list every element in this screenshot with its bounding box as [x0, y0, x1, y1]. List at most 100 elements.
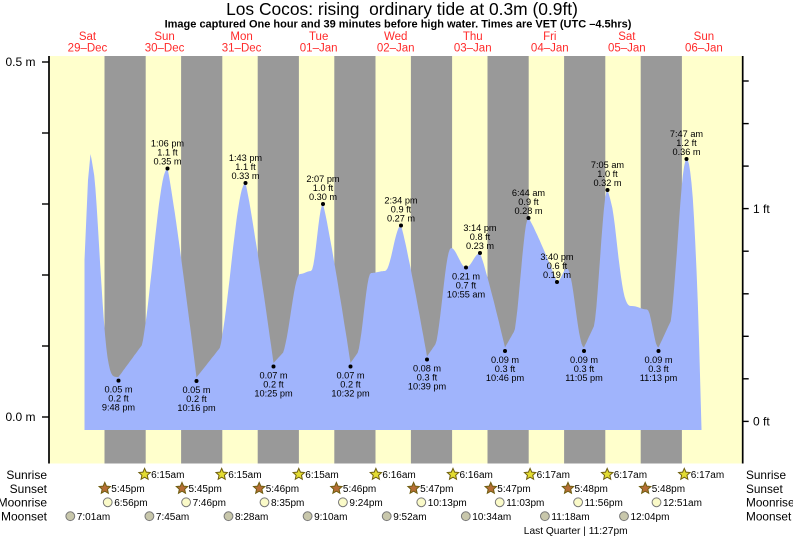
svg-text:0.27 m: 0.27 m: [387, 213, 415, 223]
svg-text:0.2 ft: 0.2 ft: [186, 394, 207, 404]
svg-text:12:51am: 12:51am: [663, 498, 702, 509]
svg-text:31–Dec: 31–Dec: [222, 43, 262, 55]
svg-text:10:34am: 10:34am: [472, 512, 511, 523]
svg-text:Sunset: Sunset: [746, 482, 783, 496]
svg-text:5:48pm: 5:48pm: [575, 484, 608, 495]
svg-text:Sun: Sun: [154, 31, 174, 43]
svg-text:0.28 m: 0.28 m: [514, 206, 542, 216]
svg-text:8:28am: 8:28am: [235, 512, 268, 523]
svg-text:0.3 ft: 0.3 ft: [417, 373, 438, 383]
svg-text:1 ft: 1 ft: [753, 202, 770, 216]
svg-text:10:39 pm: 10:39 pm: [408, 382, 447, 392]
svg-text:10:16 pm: 10:16 pm: [177, 403, 216, 413]
svg-text:0.09 m: 0.09 m: [491, 355, 519, 365]
svg-text:Thu: Thu: [463, 31, 483, 43]
svg-text:0 ft: 0 ft: [753, 415, 770, 429]
svg-text:2:07 pm: 2:07 pm: [306, 174, 340, 184]
svg-text:7:46pm: 7:46pm: [193, 498, 226, 509]
svg-text:6:16am: 6:16am: [382, 470, 415, 481]
svg-text:5:45pm: 5:45pm: [111, 484, 144, 495]
svg-text:7:47 am: 7:47 am: [670, 129, 704, 139]
svg-text:Moonset: Moonset: [1, 509, 48, 523]
svg-text:0.23 m: 0.23 m: [466, 241, 494, 251]
svg-text:1.1 ft: 1.1 ft: [157, 147, 178, 157]
svg-text:Moonrise: Moonrise: [0, 496, 47, 510]
svg-text:5:47pm: 5:47pm: [420, 484, 453, 495]
svg-text:0.32 m: 0.32 m: [593, 178, 621, 188]
svg-text:29–Dec: 29–Dec: [68, 43, 108, 55]
svg-text:6:17am: 6:17am: [537, 470, 570, 481]
svg-text:9:52am: 9:52am: [393, 512, 426, 523]
svg-text:0.05 m: 0.05 m: [104, 385, 132, 395]
svg-text:0.8 ft: 0.8 ft: [470, 232, 491, 242]
svg-text:0.2 ft: 0.2 ft: [108, 394, 129, 404]
svg-text:0.3 ft: 0.3 ft: [648, 364, 669, 374]
svg-text:8:35pm: 8:35pm: [271, 498, 304, 509]
svg-text:1.1 ft: 1.1 ft: [235, 162, 256, 172]
svg-text:1.0 ft: 1.0 ft: [597, 169, 618, 179]
svg-text:0.5 m: 0.5 m: [5, 55, 35, 69]
svg-text:10:32 pm: 10:32 pm: [331, 389, 370, 399]
svg-text:0.19 m: 0.19 m: [543, 270, 571, 280]
svg-text:06–Jan: 06–Jan: [685, 43, 723, 55]
svg-text:0.2 ft: 0.2 ft: [340, 380, 361, 390]
svg-text:0.2 ft: 0.2 ft: [263, 380, 284, 390]
svg-text:5:48pm: 5:48pm: [652, 484, 685, 495]
svg-text:1:06 pm: 1:06 pm: [151, 138, 185, 148]
svg-text:5:46pm: 5:46pm: [266, 484, 299, 495]
svg-text:7:05 am: 7:05 am: [591, 160, 625, 170]
svg-text:6:17am: 6:17am: [614, 470, 647, 481]
svg-text:3:40 pm: 3:40 pm: [540, 252, 574, 262]
svg-text:Sunrise: Sunrise: [6, 468, 47, 482]
svg-text:Mon: Mon: [230, 31, 252, 43]
svg-text:0.07 m: 0.07 m: [336, 371, 364, 381]
svg-text:Los Cocos: rising ordinary ti: Los Cocos: rising ordinary tide at 0.3m …: [226, 0, 578, 19]
svg-text:3:14 pm: 3:14 pm: [463, 223, 497, 233]
svg-text:6:17am: 6:17am: [691, 470, 724, 481]
svg-text:0.30 m: 0.30 m: [309, 192, 337, 202]
svg-text:0.7 ft: 0.7 ft: [456, 281, 477, 291]
svg-text:2:34 pm: 2:34 pm: [384, 195, 418, 205]
svg-text:01–Jan: 01–Jan: [300, 43, 338, 55]
svg-text:04–Jan: 04–Jan: [531, 43, 569, 55]
svg-text:0.9 ft: 0.9 ft: [391, 204, 412, 214]
svg-text:11:56pm: 11:56pm: [585, 498, 623, 509]
svg-text:0.0 m: 0.0 m: [5, 410, 35, 424]
svg-text:0.21 m: 0.21 m: [452, 272, 480, 282]
svg-text:Moonrise: Moonrise: [746, 496, 793, 510]
svg-text:Image captured One hour and 39: Image captured One hour and 39 minutes b…: [165, 19, 632, 31]
svg-text:11:13 pm: 11:13 pm: [640, 373, 678, 383]
svg-text:0.07 m: 0.07 m: [259, 371, 287, 381]
svg-text:10:25 pm: 10:25 pm: [254, 389, 293, 399]
svg-text:0.09 m: 0.09 m: [570, 355, 598, 365]
svg-text:12:04pm: 12:04pm: [631, 512, 670, 523]
svg-text:1.0 ft: 1.0 ft: [313, 183, 334, 193]
svg-text:11:05 pm: 11:05 pm: [565, 373, 603, 383]
svg-text:5:47pm: 5:47pm: [497, 484, 530, 495]
svg-text:0.33 m: 0.33 m: [231, 171, 259, 181]
svg-text:30–Dec: 30–Dec: [145, 43, 185, 55]
svg-text:11:03pm: 11:03pm: [506, 498, 544, 509]
svg-text:0.9 ft: 0.9 ft: [518, 197, 539, 207]
svg-text:9:10am: 9:10am: [314, 512, 347, 523]
svg-text:03–Jan: 03–Jan: [454, 43, 492, 55]
svg-text:0.09 m: 0.09 m: [644, 355, 672, 365]
svg-text:1.2 ft: 1.2 ft: [676, 138, 697, 148]
svg-text:Sat: Sat: [79, 31, 97, 43]
svg-text:0.35 m: 0.35 m: [153, 156, 181, 166]
svg-text:6:16am: 6:16am: [460, 470, 493, 481]
svg-text:Tue: Tue: [309, 31, 328, 43]
svg-text:6:44 am: 6:44 am: [512, 188, 546, 198]
svg-text:02–Jan: 02–Jan: [377, 43, 415, 55]
svg-text:Fri: Fri: [543, 31, 556, 43]
svg-text:7:01am: 7:01am: [77, 512, 110, 523]
svg-text:05–Jan: 05–Jan: [608, 43, 646, 55]
svg-text:10:13pm: 10:13pm: [428, 498, 467, 509]
svg-text:Wed: Wed: [384, 31, 407, 43]
svg-text:10:55 am: 10:55 am: [447, 290, 486, 300]
svg-text:0.3 ft: 0.3 ft: [495, 364, 516, 374]
svg-text:11:18am: 11:18am: [551, 512, 589, 523]
svg-text:0.3 ft: 0.3 ft: [574, 364, 595, 374]
svg-text:6:15am: 6:15am: [305, 470, 338, 481]
svg-text:1:43 pm: 1:43 pm: [229, 153, 263, 163]
